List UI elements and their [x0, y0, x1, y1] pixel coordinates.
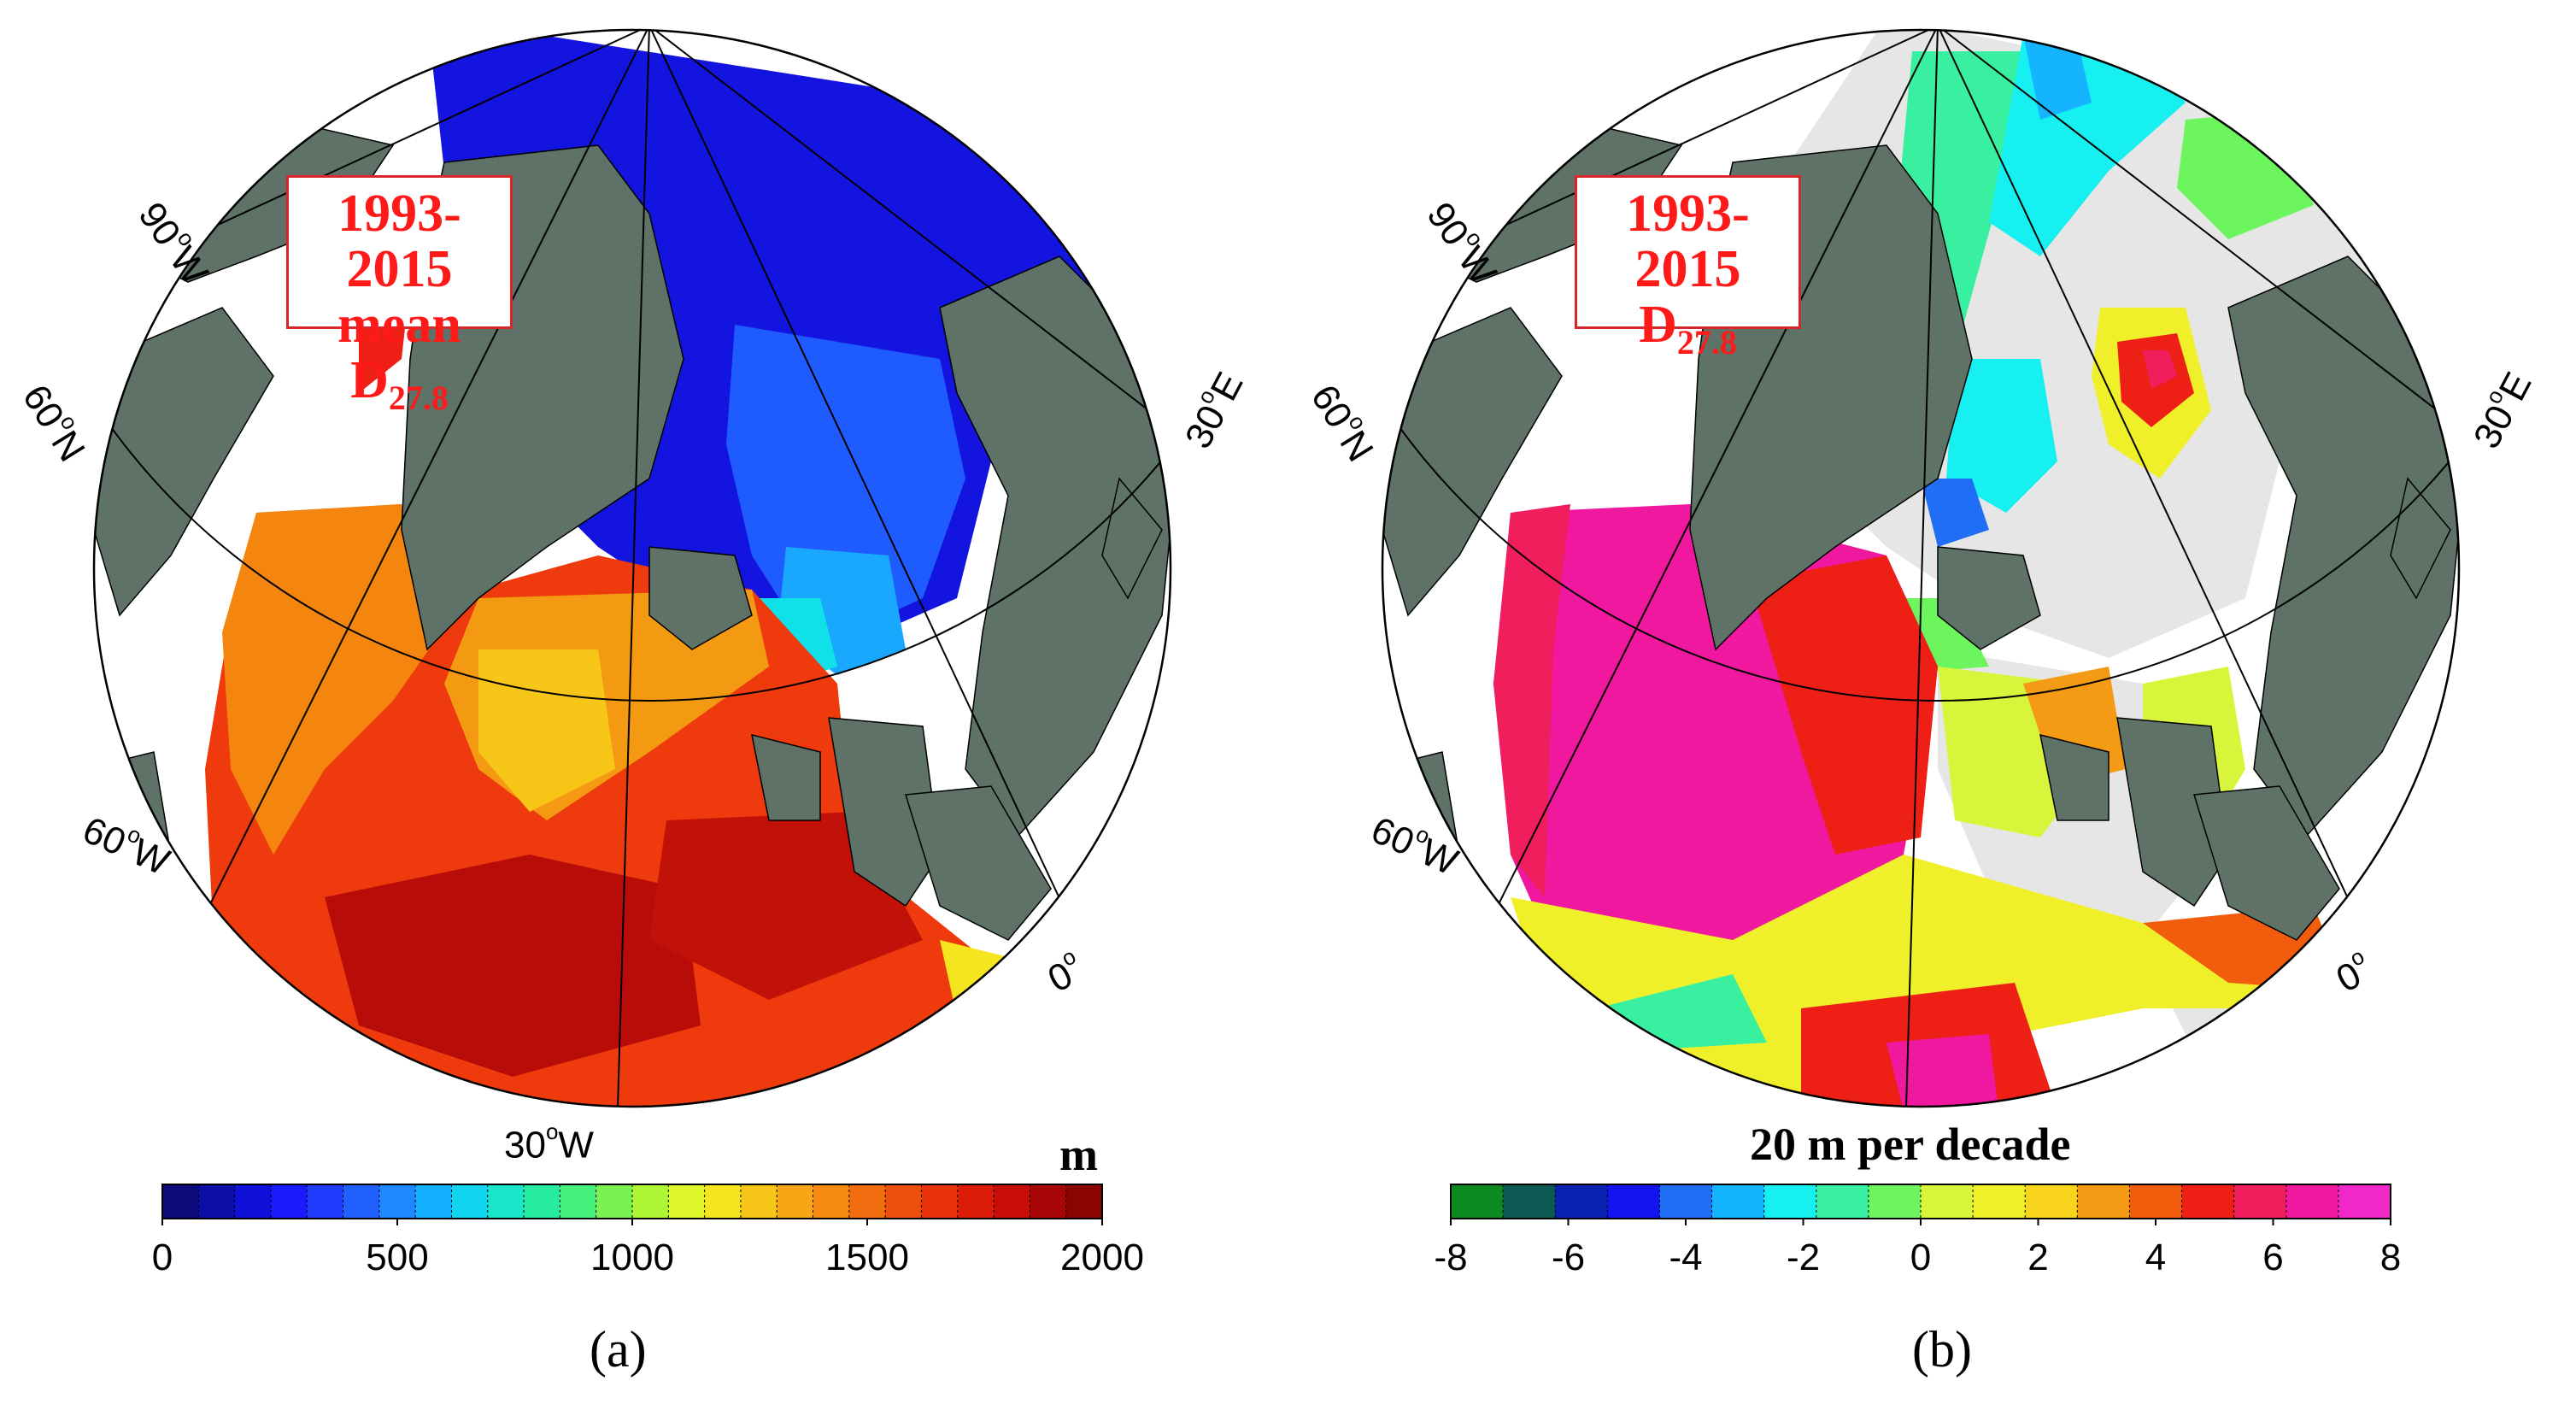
colorbar-b-swatch-3	[1607, 1184, 1660, 1219]
colorbar-a-swatch-3	[270, 1184, 308, 1219]
colorbar-a-swatch-24	[1030, 1184, 1067, 1219]
colorbar-a-swatch-25	[1065, 1184, 1103, 1219]
colorbar-b-tick-label-1: -6	[1552, 1237, 1585, 1278]
colorbar-a-swatch-22	[957, 1184, 995, 1219]
colorbar-b-swatch-10	[1973, 1184, 2026, 1219]
colorbar-b-swatch-15	[2233, 1184, 2287, 1219]
colorbar-a-swatch-16	[740, 1184, 777, 1219]
colorbar-b-swatch-14	[2181, 1184, 2235, 1219]
label-box-b-line2: D	[1639, 296, 1677, 355]
colorbar-a: 0 500 1000 1500 2000	[152, 1184, 1144, 1278]
colorbar-a-swatch-10	[524, 1184, 560, 1219]
colorbar-b-swatch-4	[1659, 1184, 1713, 1219]
label-box-b-line1: 1993-2015	[1626, 185, 1750, 299]
colorbar-b-swatch-0	[1451, 1184, 1504, 1219]
colorbar-b-swatch-1	[1503, 1184, 1556, 1219]
colorbar-a-tick-label-4: 2000	[1060, 1237, 1144, 1278]
colorbar-b-tick-label-3: -2	[1787, 1237, 1820, 1278]
colorbar-b-tick-label-8: 8	[2380, 1237, 2401, 1278]
colorbar-b-title: 20 m per decade	[1750, 1119, 2071, 1170]
panel-a: 1993-2015 mean D27.8 90oW 60oN 60oW 30oW…	[15, 28, 1252, 1378]
label-box-a-subscript: 27.8	[388, 379, 449, 418]
colorbar-a-swatch-14	[668, 1184, 706, 1219]
lon-label-30w-a: 30oW	[504, 1119, 594, 1166]
colorbar-b-swatch-12	[2077, 1184, 2130, 1219]
colorbar-a-tick-label-2: 1000	[590, 1237, 674, 1278]
colorbar-b-tick-label-7: 6	[2262, 1237, 2283, 1278]
colorbar-a-swatch-19	[848, 1184, 886, 1219]
colorbar-a-swatch-0	[162, 1184, 199, 1219]
colorbar-a-tick-label-1: 500	[366, 1237, 428, 1278]
colorbar-b-swatch-6	[1763, 1184, 1817, 1219]
land-masses-b	[1382, 119, 2459, 941]
colorbar-a-swatch-2	[234, 1184, 272, 1219]
colorbar-b-swatch-16	[2286, 1184, 2339, 1219]
label-box-b: 1993-2015 D27.8	[1575, 175, 1801, 361]
colorbar-b-tick-label-4: 0	[1910, 1237, 1931, 1278]
colorbar-b-swatch-11	[2025, 1184, 2078, 1219]
colorbar-a-swatch-1	[198, 1184, 236, 1219]
colorbar-a-swatch-9	[487, 1184, 525, 1219]
map-b	[1381, 28, 2461, 1108]
colorbar-b-swatch-9	[1921, 1184, 1974, 1219]
colorbar-b-swatch-2	[1555, 1184, 1608, 1219]
field-atlantic	[205, 282, 1025, 1107]
colorbar-b-tick-label-5: 2	[2027, 1237, 2048, 1278]
colorbar-a-tick-label-0: 0	[152, 1237, 173, 1278]
colorbar-b-tick-label-2: -4	[1669, 1237, 1702, 1278]
map-a	[92, 28, 1172, 1108]
colorbar-a-swatch-23	[994, 1184, 1030, 1219]
colorbar-a-swatch-5	[343, 1184, 380, 1219]
colorbar-b-swatch-8	[1868, 1184, 1922, 1219]
colorbar-a-swatch-7	[415, 1184, 452, 1219]
colorbar-a-swatch-15	[704, 1184, 742, 1219]
panel-b: 1993-2015 D27.8 90oW 60oN 60oW 30oE 0o 2…	[1288, 0, 2576, 1410]
colorbar-b-swatch-13	[2129, 1184, 2183, 1219]
colorbar-a-unit: m	[1059, 1129, 1098, 1180]
field-atlantic-trend	[1493, 504, 2348, 1107]
colorbar-a-swatch-13	[632, 1184, 669, 1219]
label-box-a-line2: mean D	[337, 296, 461, 410]
colorbar-b: -8 -6 -4 -2 0 2 4 6 8	[1434, 1184, 2401, 1278]
colorbar-a-swatch-4	[307, 1184, 344, 1219]
graticule	[94, 30, 1171, 1107]
caption-b: (b)	[1912, 1321, 1972, 1378]
caption-a: (a)	[590, 1321, 647, 1378]
label-box-b-subscript: 27.8	[1676, 323, 1737, 362]
label-box-a-line1: 1993-2015	[337, 185, 461, 299]
colorbar-a-swatch-20	[885, 1184, 922, 1219]
colorbar-a-swatch-12	[596, 1184, 633, 1219]
colorbar-b-swatch-17	[2338, 1184, 2391, 1219]
colorbar-a-swatch-18	[813, 1184, 850, 1219]
colorbar-b-tick-label-0: -8	[1434, 1237, 1467, 1278]
colorbar-a-swatch-8	[451, 1184, 489, 1219]
colorbar-a-tick-label-3: 1500	[825, 1237, 909, 1278]
colorbar-b-tick-label-6: 4	[2145, 1237, 2166, 1278]
colorbar-a-swatch-21	[921, 1184, 959, 1219]
colorbar-b-swatch-5	[1711, 1184, 1765, 1219]
graticule-b	[1382, 30, 2459, 1107]
label-box-a: 1993-2015 mean D27.8	[286, 175, 513, 416]
colorbar-a-swatch-17	[777, 1184, 814, 1219]
colorbar-a-swatch-6	[378, 1184, 416, 1219]
colorbar-b-swatch-7	[1816, 1184, 1869, 1219]
colorbar-a-swatch-11	[560, 1184, 597, 1219]
